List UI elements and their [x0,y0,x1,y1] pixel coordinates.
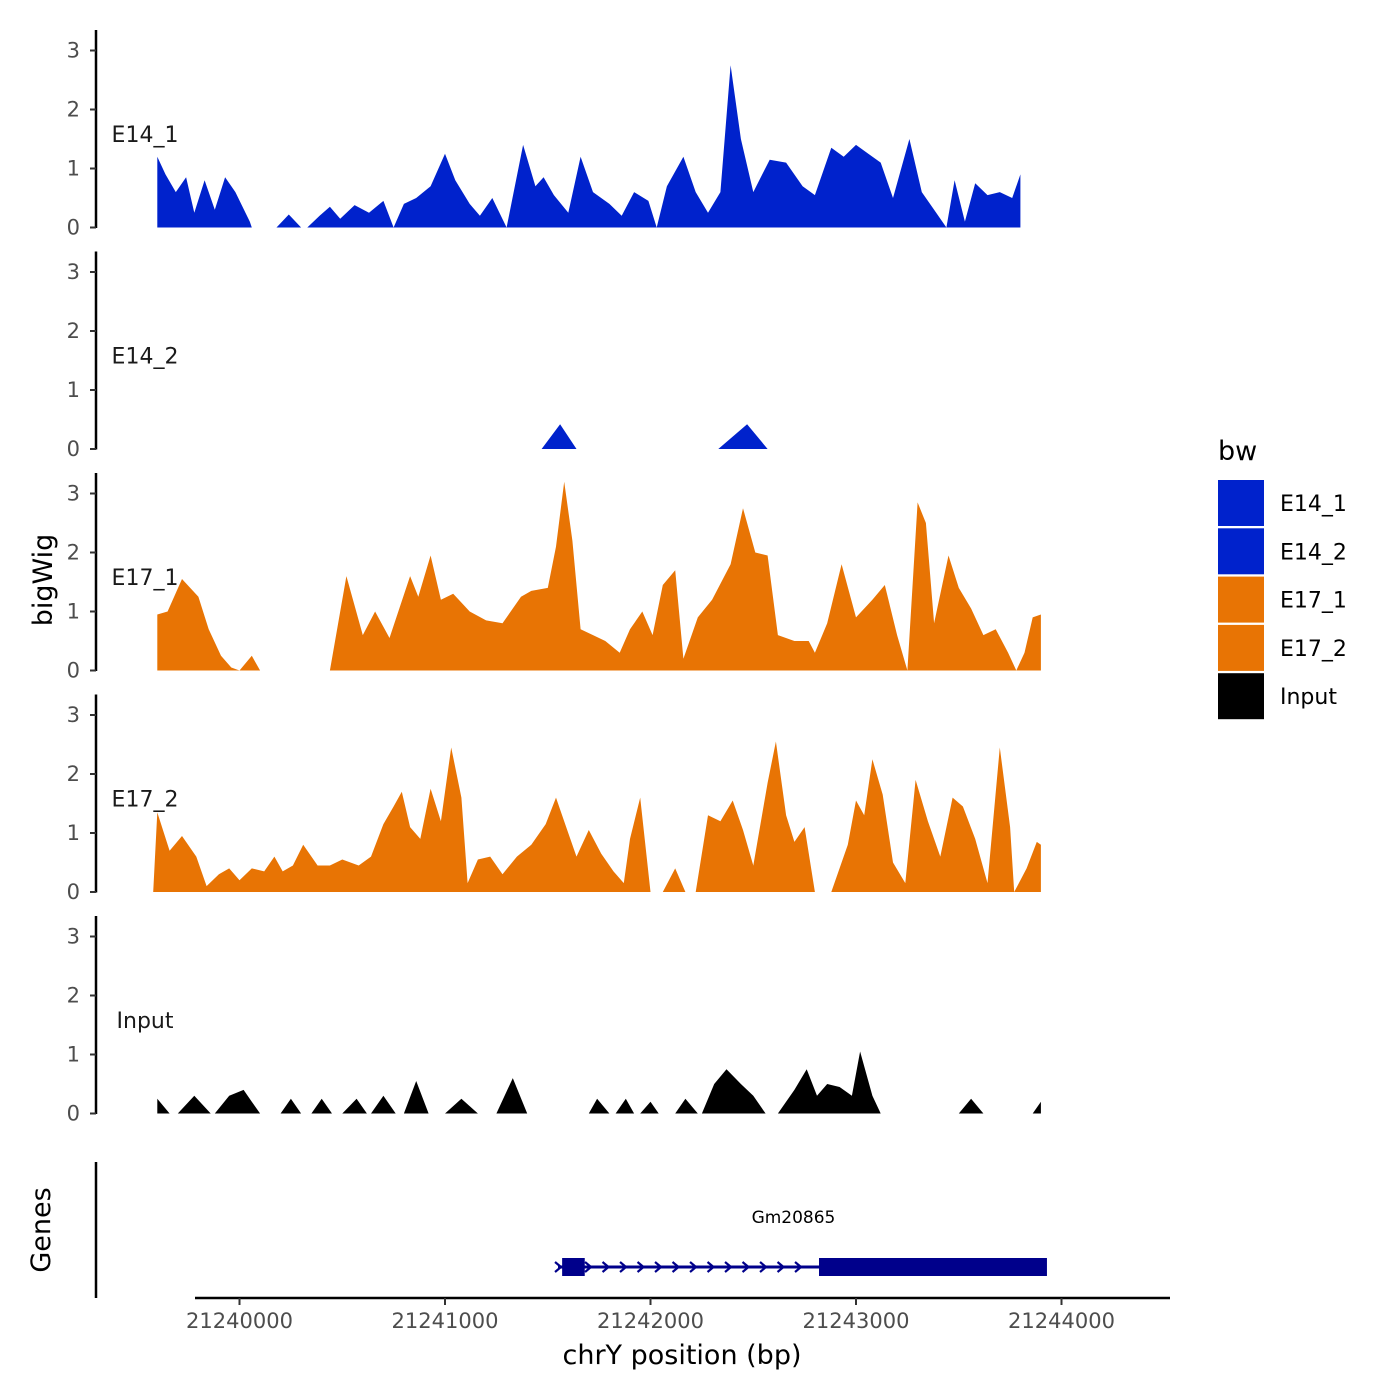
legend-label: E14_1 [1280,492,1347,517]
x-tick-label: 21243000 [803,1309,910,1333]
legend-title: bw [1218,436,1257,467]
y-tick-label: 2 [67,984,80,1008]
x-tick-label: 21242000 [597,1309,704,1333]
legend-item-E17_2: E17_2 [1218,624,1347,671]
y-axis-title: bigWig [28,534,59,627]
track-label: E14_1 [112,123,179,148]
signal-area-E17_1 [157,481,1041,671]
track-E14_2: 0 1 2 3 E14_2 [67,251,815,461]
strand-arrow [601,1261,611,1273]
strand-arrow [671,1261,681,1273]
legend-item-E14_1: E14_1 [1218,480,1347,526]
legend-item-Input: Input [1218,673,1337,720]
x-tick-label: 21240000 [186,1309,293,1333]
signal-area-E17_2 [153,741,1041,892]
y-tick-label: 1 [67,1043,80,1067]
y-tick-label: 3 [67,703,80,727]
strand-arrow [706,1261,716,1273]
legend-label: Input [1280,685,1337,710]
x-axis-title: chrY position (bp) [562,1340,801,1371]
strand-arrow [689,1261,698,1273]
strand-arrow [759,1261,768,1273]
strand-arrow [636,1261,646,1273]
gene-exon [819,1258,1047,1276]
gene-panel-label: Genes [26,1187,57,1272]
y-tick-label: 3 [67,925,80,949]
signal-tracks: 0 1 2 3 E14_1 0 1 2 3 E14_2 0 1 2 3 E17_1 0 1 2 3 E17_2 0 1 2 3… [67,30,1041,1126]
legend-label: E17_2 [1280,637,1347,662]
y-tick-label: 1 [67,821,80,845]
track-label: E17_1 [112,566,179,591]
track-label: E14_2 [112,345,179,370]
legend-swatch [1218,624,1264,671]
y-tick-label: 2 [67,319,80,343]
gene-panel: Gm20865 [554,1208,1047,1276]
y-tick-label: 2 [67,541,80,565]
y-tick-label: 1 [67,378,80,402]
y-tick-label: 1 [67,157,80,181]
track-label: E17_2 [112,788,179,813]
y-tick-label: 3 [67,482,80,506]
y-tick-label: 3 [67,39,80,63]
y-tick-label: 2 [67,762,80,786]
y-tick-label: 0 [67,216,80,240]
strand-arrow [654,1261,663,1273]
legend-label: E17_1 [1280,589,1347,614]
track-E17_1: 0 1 2 3 E17_1 [67,473,1041,683]
legend-label: E14_2 [1280,540,1347,565]
track-E14_1: 0 1 2 3 E14_1 [67,30,1021,240]
strand-arrow [776,1261,786,1273]
y-tick-label: 2 [67,98,80,122]
gene-name-label: Gm20865 [752,1208,836,1228]
y-tick-label: 0 [67,437,80,461]
legend-item-E14_2: E14_2 [1218,528,1347,575]
signal-area-E14_1 [157,65,1021,228]
y-tick-label: 1 [67,600,80,624]
y-tick-label: 3 [67,260,80,284]
legend-swatch [1218,528,1264,575]
track-label: Input [117,1009,174,1034]
x-tick-label: 21241000 [392,1309,499,1333]
legend-swatch [1218,480,1264,526]
x-axis-ticks: 21240000 21241000 21242000 21243000 21244000 [186,1298,1115,1333]
legend-swatch [1218,576,1264,623]
y-tick-label: 0 [67,880,80,904]
legend-swatch [1218,673,1264,720]
signal-area-Input [157,1051,1041,1114]
gene-Gm20865: Gm20865 [554,1208,1047,1276]
strand-arrow [554,1261,563,1273]
strand-arrow [724,1261,733,1273]
gene-exon [562,1258,585,1276]
y-tick-label: 0 [67,659,80,683]
legend: bw E14_1 E14_2 E17_1 E17_2 Input [1218,436,1347,720]
strand-arrow [741,1261,751,1273]
track-E17_2: 0 1 2 3 E17_2 [67,694,1041,904]
strand-arrow [584,1261,593,1273]
track-Input: 0 1 2 3 Input [67,916,1041,1126]
x-tick-label: 21244000 [1008,1309,1115,1333]
strand-arrow [794,1261,803,1273]
signal-area-E14_2 [541,424,815,449]
y-tick-label: 0 [67,1102,80,1126]
legend-item-E17_1: E17_1 [1218,576,1347,623]
strand-arrow [619,1261,628,1273]
